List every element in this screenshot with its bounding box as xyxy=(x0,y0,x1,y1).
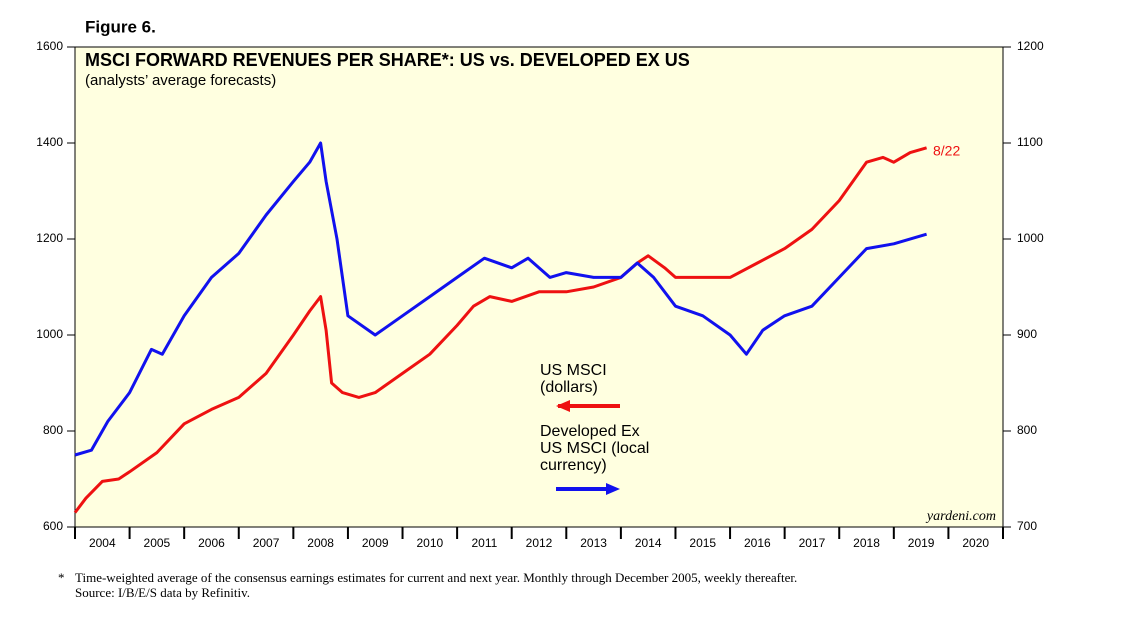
figure-label: Figure 6. xyxy=(85,17,156,36)
footnote: Time-weighted average of the consensus e… xyxy=(75,570,798,585)
y-tick-label: 1000 xyxy=(36,327,63,341)
x-tick-label: 2008 xyxy=(307,536,334,550)
y-tick-label: 1200 xyxy=(36,231,63,245)
y-tick-label: 1400 xyxy=(36,135,63,149)
x-tick-label: 2007 xyxy=(253,536,280,550)
footnote-marker: * xyxy=(58,570,65,585)
plot-area xyxy=(75,47,1003,527)
source-tag: yardeni.com xyxy=(925,509,996,524)
x-tick-label: 2016 xyxy=(744,536,771,550)
legend-arrowhead xyxy=(556,400,570,412)
y2-tick-label: 1000 xyxy=(1017,231,1044,245)
footnote: Source: I/B/E/S data by Refinitiv. xyxy=(75,585,250,600)
x-tick-label: 2015 xyxy=(689,536,716,550)
y2-tick-label: 1100 xyxy=(1017,135,1043,149)
x-tick-label: 2011 xyxy=(472,536,498,550)
legend-entry: Developed Ex US MSCI (local currency) xyxy=(540,423,650,474)
x-tick-label: 2019 xyxy=(908,536,935,550)
x-tick-label: 2004 xyxy=(89,536,116,550)
y2-tick-label: 900 xyxy=(1017,327,1037,341)
x-tick-label: 2006 xyxy=(198,536,225,550)
x-tick-label: 2013 xyxy=(580,536,607,550)
x-tick-label: 2009 xyxy=(362,536,389,550)
x-tick-label: 2020 xyxy=(962,536,989,550)
y2-tick-label: 1200 xyxy=(1017,39,1044,53)
x-tick-label: 2017 xyxy=(799,536,826,550)
x-tick-label: 2010 xyxy=(416,536,443,550)
series-line xyxy=(73,146,928,514)
chart-subtitle: (analysts’ average forecasts) xyxy=(85,72,276,89)
y-tick-label: 1600 xyxy=(36,39,63,53)
legend-arrowhead xyxy=(606,483,620,495)
plot-frame xyxy=(74,46,1004,528)
y2-tick-label: 800 xyxy=(1017,423,1037,437)
x-tick-label: 2012 xyxy=(526,536,553,550)
legend-entry: US MSCI (dollars) xyxy=(540,362,607,396)
x-tick-label: 2014 xyxy=(635,536,662,550)
y2-tick-label: 700 xyxy=(1017,519,1037,533)
series-line xyxy=(74,141,928,457)
x-tick-label: 2018 xyxy=(853,536,880,550)
annotation: 8/22 xyxy=(933,143,960,159)
y-tick-label: 800 xyxy=(43,423,63,437)
y-tick-label: 600 xyxy=(43,519,63,533)
chart-title: MSCI FORWARD REVENUES PER SHARE*: US vs.… xyxy=(85,50,690,70)
x-tick-label: 2005 xyxy=(144,536,171,550)
